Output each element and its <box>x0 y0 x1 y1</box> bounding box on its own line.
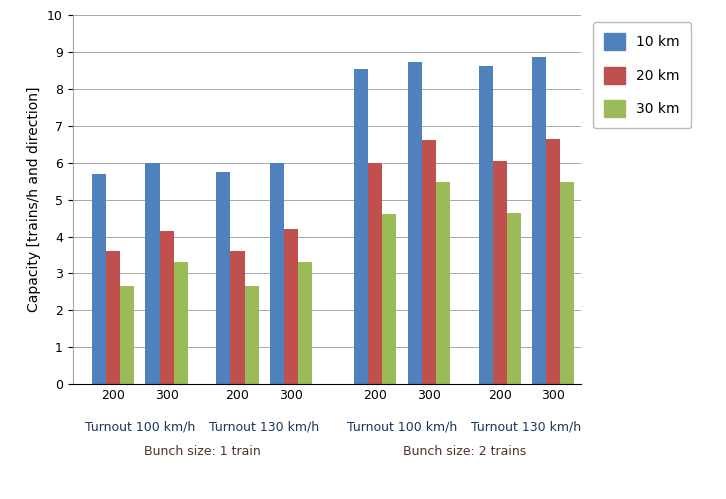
Bar <box>174 262 187 384</box>
Bar <box>368 163 382 384</box>
Bar <box>284 229 298 384</box>
Bar <box>507 213 521 384</box>
Bar <box>354 68 368 384</box>
Bar <box>492 161 507 384</box>
Bar <box>91 174 106 384</box>
Bar <box>216 172 230 384</box>
Bar <box>382 214 396 384</box>
Text: Turnout 130 km/h: Turnout 130 km/h <box>209 420 319 433</box>
Bar <box>145 163 160 384</box>
Legend: 10 km, 20 km, 30 km: 10 km, 20 km, 30 km <box>593 22 690 128</box>
Text: Bunch size: 2 trains: Bunch size: 2 trains <box>402 445 526 459</box>
Bar <box>407 62 422 384</box>
Text: Turnout 130 km/h: Turnout 130 km/h <box>471 420 582 433</box>
Y-axis label: Capacity [trains/h and direction]: Capacity [trains/h and direction] <box>28 87 41 312</box>
Bar <box>106 251 120 384</box>
Bar <box>120 286 134 384</box>
Bar <box>230 251 245 384</box>
Text: Turnout 100 km/h: Turnout 100 km/h <box>85 420 195 433</box>
Text: Bunch size: 1 train: Bunch size: 1 train <box>144 445 261 459</box>
Bar <box>298 262 312 384</box>
Bar <box>422 140 436 384</box>
Bar <box>532 57 546 384</box>
Bar <box>270 163 284 384</box>
Bar <box>245 286 258 384</box>
Bar <box>560 182 574 384</box>
Bar <box>160 231 174 384</box>
Bar <box>436 182 449 384</box>
Text: Turnout 100 km/h: Turnout 100 km/h <box>347 420 457 433</box>
Bar <box>478 66 492 384</box>
Bar <box>546 139 560 384</box>
